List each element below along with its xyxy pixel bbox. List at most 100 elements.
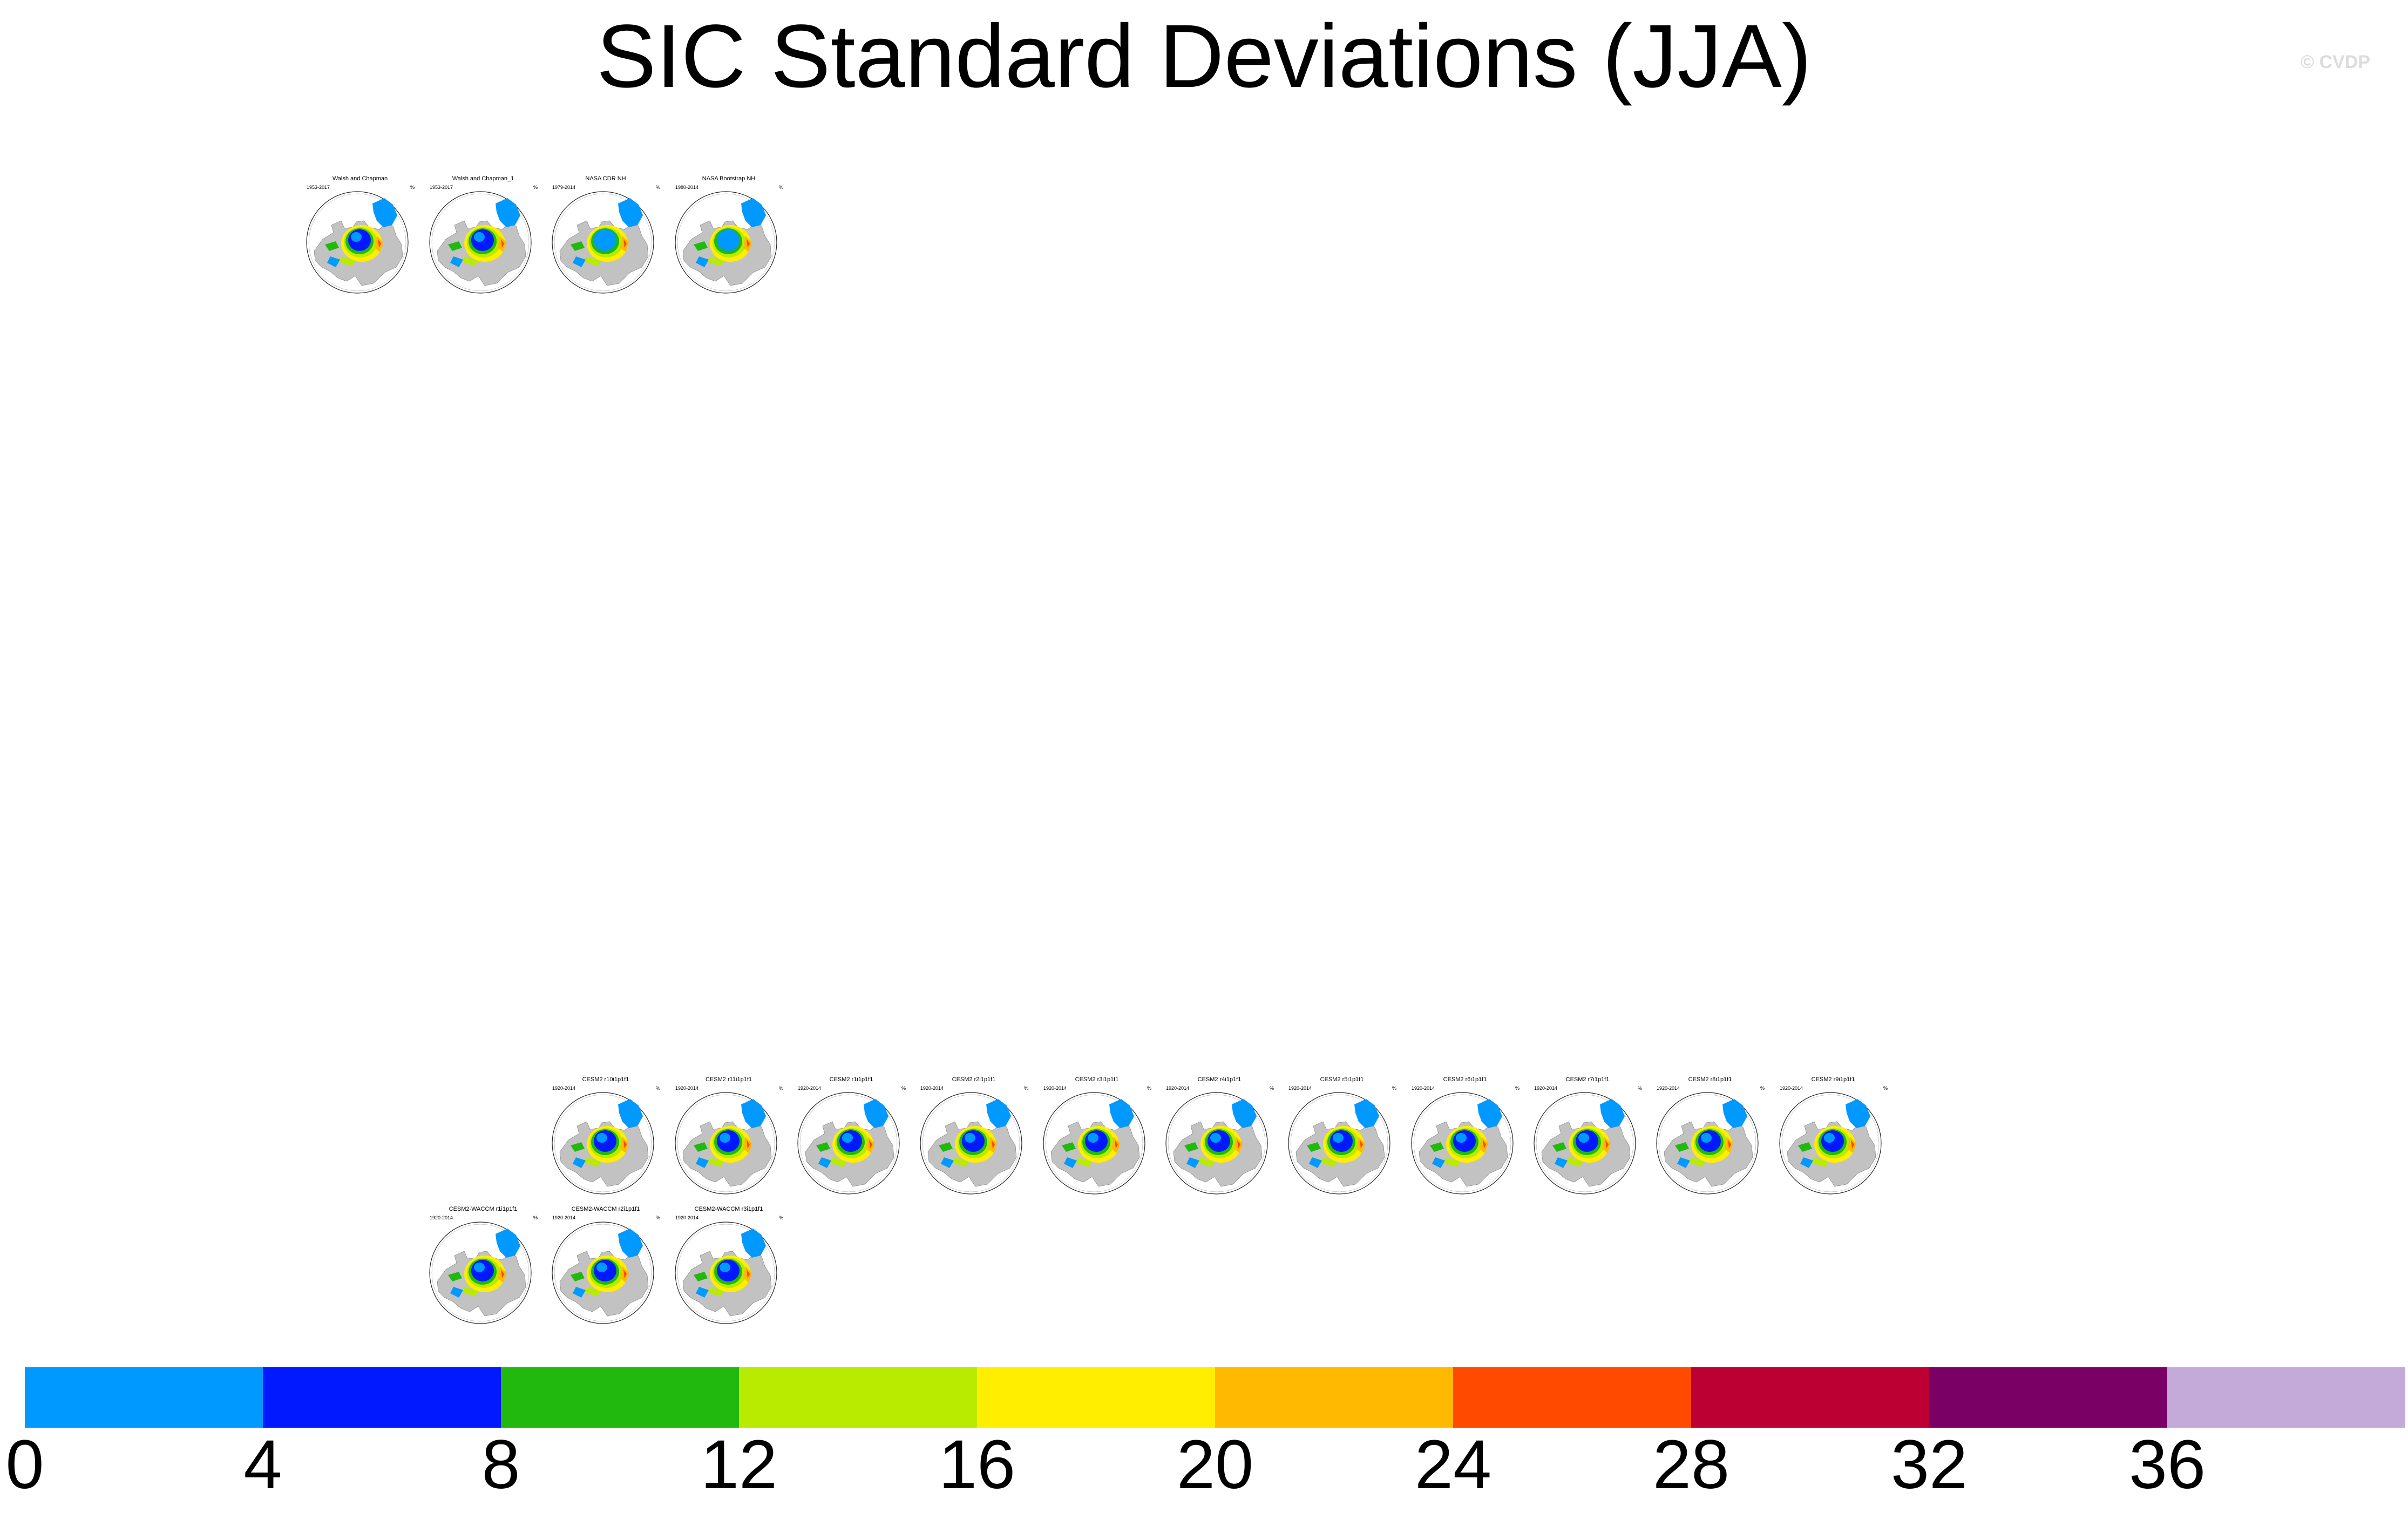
panel-years: 1920-2014 [1412,1085,1435,1091]
panel-title: NASA CDR NH [585,175,626,182]
polar-map [1411,1092,1514,1195]
polar-map [797,1092,900,1195]
colorbar-segment [25,1367,263,1428]
panel-title: CESM2 r10i1p1f1 [582,1076,629,1083]
panel-units: % [778,185,783,190]
panel-years: 1953-2017 [307,185,330,190]
panel-title: CESM2 r5i1p1f1 [1320,1076,1364,1083]
polar-map [1165,1092,1268,1195]
panel-years: 1979-2014 [552,185,576,190]
polar-map [675,191,777,294]
panel-title: Walsh and Chapman_1 [452,175,514,182]
colorbar-tick-label: 16 [938,1426,1016,1503]
panel-title: CESM2 r1i1p1f1 [829,1076,873,1083]
panel-years: 1920-2014 [675,1215,699,1220]
panel-years: 1920-2014 [1534,1085,1558,1091]
panel-units: % [655,185,660,190]
colorbar-tick-label: 20 [1176,1426,1254,1503]
panel-units: % [1515,1085,1520,1091]
colorbar-segment [1929,1367,2167,1428]
map-panel: CESM2 r7i1p1f1 1920-2014 % [1531,1076,1644,1195]
colorbar-tick-label: 8 [481,1426,520,1503]
polar-map [306,191,409,294]
panel-units: % [778,1215,783,1220]
colorbar-tick-label: 0 [5,1426,44,1503]
panel-units: % [1637,1085,1642,1091]
polar-map [552,1222,654,1324]
panel-years: 1920-2014 [1657,1085,1680,1091]
panel-units: % [1883,1085,1888,1091]
map-panel: Walsh and Chapman 1953-2017 % [303,175,417,294]
panel-title: CESM2 r6i1p1f1 [1443,1076,1487,1083]
map-panel: CESM2-WACCM r3i1p1f1 1920-2014 % [672,1206,785,1324]
polar-map [552,1092,654,1195]
copyright-label: © CVDP [2301,52,2370,72]
colorbar-segment [1453,1367,1691,1428]
polar-map [675,1222,777,1324]
panel-units: % [1760,1085,1765,1091]
panel-years: 1953-2017 [430,185,453,190]
map-panel: NASA CDR NH 1979-2014 % [549,175,662,294]
map-panel: CESM2-WACCM r1i1p1f1 1920-2014 % [426,1206,540,1324]
panel-units: % [1023,1085,1028,1091]
panel-title: CESM2 r3i1p1f1 [1075,1076,1119,1083]
colorbar-tick-label: 24 [1414,1426,1492,1503]
colorbar-tick-label: 36 [2128,1426,2206,1503]
map-panel: CESM2 r4i1p1f1 1920-2014 % [1163,1076,1276,1195]
panel-years: 1980-2014 [675,185,699,190]
panel-units: % [1392,1085,1396,1091]
panel-title: CESM2 r7i1p1f1 [1565,1076,1610,1083]
panel-title: CESM2-WACCM r2i1p1f1 [571,1206,640,1212]
map-panel: NASA Bootstrap NH 1980-2014 % [672,175,785,294]
polar-map [1779,1092,1882,1195]
map-panel: CESM2 r10i1p1f1 1920-2014 % [549,1076,662,1195]
panel-years: 1920-2014 [920,1085,944,1091]
panel-units: % [1147,1085,1151,1091]
map-panel: CESM2 r8i1p1f1 1920-2014 % [1653,1076,1767,1195]
figure-title: SIC Standard Deviations (JJA) [596,6,1812,106]
panel-units: % [655,1085,660,1091]
polar-map [429,1222,532,1324]
panel-years: 1920-2014 [1288,1085,1312,1091]
panel-title: CESM2-WACCM r1i1p1f1 [449,1206,518,1212]
panel-title: CESM2 r4i1p1f1 [1197,1076,1242,1083]
polar-map [1288,1092,1390,1195]
map-panel: Walsh and Chapman_1 1953-2017 % [426,175,540,294]
colorbar-segment [501,1367,739,1428]
colorbar-tick-label: 4 [243,1426,282,1503]
colorbar-segment [1215,1367,1453,1428]
panel-years: 1920-2014 [1780,1085,1803,1091]
colorbar-segment [977,1367,1215,1428]
colorbar-tick-label: 12 [700,1426,778,1503]
map-panel: CESM2 r1i1p1f1 1920-2014 % [795,1076,908,1195]
panel-years: 1920-2014 [798,1085,822,1091]
panel-units: % [533,1215,538,1220]
panel-title: CESM2 r9i1p1f1 [1811,1076,1855,1083]
map-panel: CESM2 r5i1p1f1 1920-2014 % [1285,1076,1399,1195]
colorbar-segment [2167,1367,2405,1428]
map-panel: CESM2 r2i1p1f1 1920-2014 % [917,1076,1030,1195]
polar-map [1656,1092,1759,1195]
map-panel: CESM2 r3i1p1f1 1920-2014 % [1040,1076,1154,1195]
map-panel: CESM2-WACCM r2i1p1f1 1920-2014 % [549,1206,662,1324]
panel-title: Walsh and Chapman [332,175,388,182]
panel-title: CESM2-WACCM r3i1p1f1 [694,1206,763,1212]
colorbar-segment [739,1367,977,1428]
panel-title: CESM2 r11i1p1f1 [705,1076,752,1083]
panel-units: % [533,185,538,190]
polar-map [1534,1092,1636,1195]
colorbar-segment [263,1367,501,1428]
panel-title: CESM2 r8i1p1f1 [1688,1076,1732,1083]
panel-years: 1920-2014 [552,1215,576,1220]
panel-units: % [901,1085,906,1091]
colorbar-tick-label: 32 [1890,1426,1968,1503]
panel-units: % [655,1215,660,1220]
panel-years: 1920-2014 [1166,1085,1190,1091]
colorbar-tick-label: 28 [1652,1426,1730,1503]
panel-years: 1920-2014 [552,1085,576,1091]
polar-map [429,191,532,294]
map-panel: CESM2 r9i1p1f1 1920-2014 % [1776,1076,1890,1195]
colorbar [25,1367,2405,1428]
polar-map [675,1092,777,1195]
panel-units: % [410,185,415,190]
